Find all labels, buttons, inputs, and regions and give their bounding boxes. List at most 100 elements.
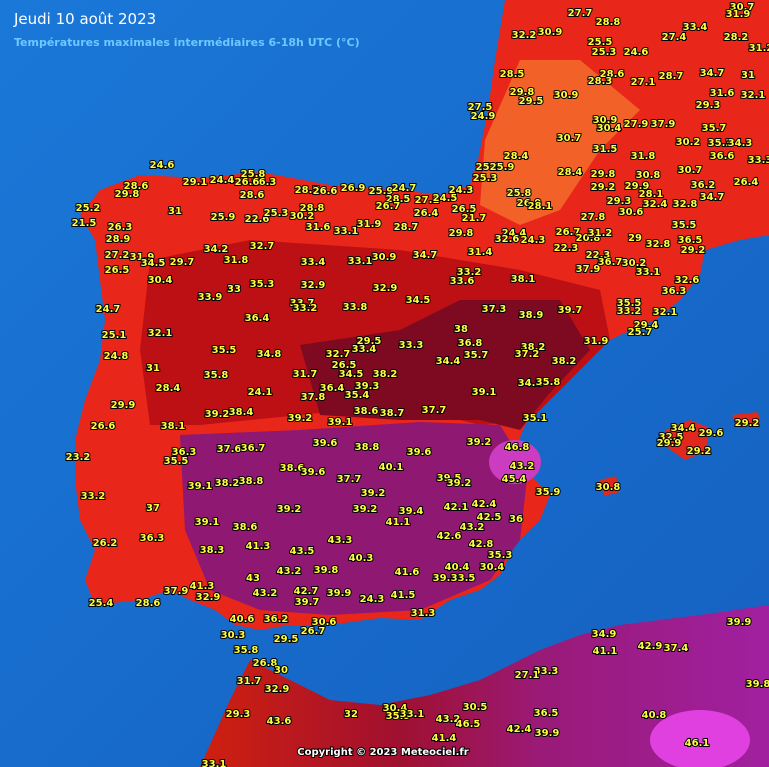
zone-magenta-africa bbox=[650, 710, 750, 767]
station-temp: 25.2 bbox=[76, 203, 101, 214]
station-temp: 25.9 bbox=[369, 186, 394, 197]
station-temp: 39.3 bbox=[433, 573, 458, 584]
station-temp: 39.2 bbox=[288, 413, 313, 424]
station-temp: 33.3 bbox=[399, 340, 424, 351]
station-temp: 37.2 bbox=[515, 349, 540, 360]
station-temp: 39.8 bbox=[314, 565, 339, 576]
station-temp: 42.8 bbox=[469, 539, 494, 550]
station-temp: 24.3 bbox=[360, 594, 385, 605]
station-temp: 34.4 bbox=[671, 423, 696, 434]
station-temp: 32.9 bbox=[373, 283, 398, 294]
station-temp: 36.3 bbox=[662, 286, 687, 297]
station-temp: 36 bbox=[509, 514, 523, 525]
station-temp: 46.8 bbox=[505, 442, 530, 453]
station-temp: 39.1 bbox=[472, 387, 497, 398]
station-temp: 32.4 bbox=[643, 199, 668, 210]
station-temp: 28.4 bbox=[156, 383, 181, 394]
station-temp: 36.5 bbox=[678, 235, 703, 246]
station-temp: 20.8 bbox=[576, 233, 601, 244]
station-temp: 35.8 bbox=[234, 645, 259, 656]
station-temp: 30.8 bbox=[596, 482, 621, 493]
station-temp: 39.4 bbox=[399, 506, 424, 517]
station-temp: 39.2 bbox=[447, 478, 472, 489]
station-temp: 30.4 bbox=[383, 703, 408, 714]
station-temp: 25.4 bbox=[476, 162, 501, 173]
copyright: Copyright © 2023 Meteociel.fr bbox=[297, 747, 468, 758]
station-temp: 37 bbox=[146, 503, 160, 514]
station-temp: 23.2 bbox=[66, 452, 91, 463]
station-temp: 34.5 bbox=[406, 295, 431, 306]
station-temp: 26.6 bbox=[91, 421, 116, 432]
station-temp: 36.8 bbox=[458, 338, 483, 349]
station-temp: 40.1 bbox=[379, 462, 404, 473]
station-temp: 28.4 bbox=[504, 151, 529, 162]
station-temp: 30.5 bbox=[463, 702, 488, 713]
station-temp: 36.2 bbox=[691, 180, 716, 191]
station-temp: 32.1 bbox=[741, 90, 766, 101]
station-temp: 31.7 bbox=[237, 676, 262, 687]
station-temp: 24.4 bbox=[210, 175, 235, 186]
station-temp: 32.8 bbox=[673, 199, 698, 210]
station-temp: 35.5 bbox=[164, 456, 189, 467]
station-temp: 46.1 bbox=[685, 738, 710, 749]
station-temp: 27.1 bbox=[515, 670, 540, 681]
station-temp: 30.2 bbox=[676, 137, 701, 148]
station-temp: 26.2 bbox=[93, 538, 118, 549]
station-temp: 24.3 bbox=[521, 235, 546, 246]
station-temp: 29.1 bbox=[183, 177, 208, 188]
station-temp: 46.5 bbox=[456, 719, 481, 730]
station-temp: 27.5 bbox=[468, 102, 493, 113]
station-temp: 43.2 bbox=[460, 522, 485, 533]
station-temp: 33.4 bbox=[683, 22, 708, 33]
station-temp: 25.3 bbox=[592, 47, 617, 58]
station-temp: 28.5 bbox=[386, 194, 411, 205]
station-temp: 36.3 bbox=[140, 533, 165, 544]
station-temp: 34.9 bbox=[592, 629, 617, 640]
station-temp: 43.6 bbox=[267, 716, 292, 727]
station-temp: 36.7 bbox=[598, 257, 623, 268]
station-temp: 26.7 bbox=[556, 227, 581, 238]
station-temp: 35.7 bbox=[464, 350, 489, 361]
station-temp: 38.6 bbox=[354, 406, 379, 417]
station-temp: 24.9 bbox=[471, 111, 496, 122]
station-temp: 33.2 bbox=[293, 303, 318, 314]
station-temp: 31.8 bbox=[224, 255, 249, 266]
station-temp: 31 bbox=[741, 70, 755, 81]
station-temp: 34.7 bbox=[700, 192, 725, 203]
station-temp: 29.2 bbox=[687, 446, 712, 457]
station-temp: 35.5 bbox=[212, 345, 237, 356]
station-temp: 43.3 bbox=[328, 535, 353, 546]
station-temp: 30.9 bbox=[554, 90, 579, 101]
station-temp: 30.9 bbox=[372, 252, 397, 263]
station-temp: 33.1 bbox=[202, 759, 227, 767]
station-temp: 34.8 bbox=[257, 349, 282, 360]
station-temp: 25.7 bbox=[628, 327, 653, 338]
station-temp: 24.7 bbox=[392, 183, 417, 194]
station-temp: 34.2 bbox=[204, 244, 229, 255]
station-temp: 35.9 bbox=[386, 711, 411, 722]
station-temp: 29.8 bbox=[449, 228, 474, 239]
station-temp: 34.5 bbox=[339, 369, 364, 380]
station-temp: 27.2 bbox=[105, 250, 130, 261]
station-temp: 39.6 bbox=[313, 438, 338, 449]
station-temp: 33.8 bbox=[343, 302, 368, 313]
station-temp: 30.4 bbox=[480, 562, 505, 573]
zone-magenta bbox=[489, 440, 541, 484]
station-temp: 43.2 bbox=[253, 588, 278, 599]
station-temp: 31.2 bbox=[749, 43, 769, 54]
station-temp: 29.8 bbox=[591, 169, 616, 180]
station-temp: 34.3 bbox=[728, 138, 753, 149]
station-temp: 28.8 bbox=[300, 203, 325, 214]
station-temp: 29.4 bbox=[634, 320, 659, 331]
station-temp: 38.9 bbox=[519, 310, 544, 321]
station-labels: 32.2 30.927.728.825.525.3 24.627.433.430.7… bbox=[65, 1, 769, 767]
station-temp: 39.5 bbox=[437, 473, 462, 484]
station-temp: 25.9 bbox=[490, 162, 515, 173]
station-temp: 45.4 bbox=[502, 474, 527, 485]
station-temp: 29.6 bbox=[699, 428, 724, 439]
station-temp: 26.7 bbox=[376, 201, 401, 212]
station-temp: 35.5 bbox=[672, 220, 697, 231]
station-temp: 31 bbox=[168, 206, 182, 217]
station-temp: 31.3 bbox=[411, 608, 436, 619]
zone-orange bbox=[480, 60, 640, 225]
